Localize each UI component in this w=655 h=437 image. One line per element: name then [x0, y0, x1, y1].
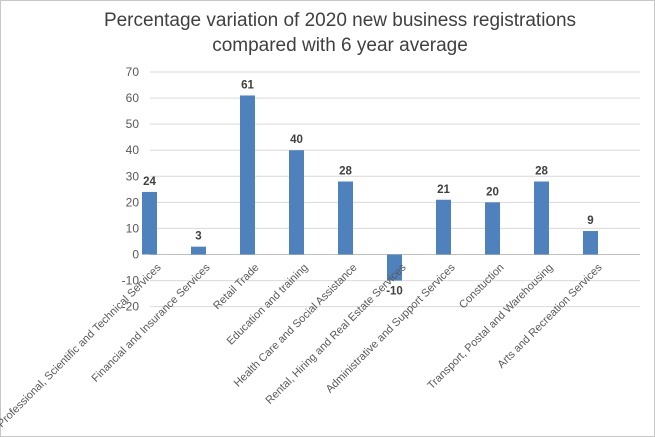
data-label: 21	[437, 184, 450, 196]
category-label: Education and training	[225, 262, 311, 348]
y-tick-label: 70	[126, 65, 140, 79]
data-label: 20	[486, 186, 499, 198]
chart-title: Percentage variation of 2020 new busines…	[60, 8, 620, 58]
y-tick-label: -10	[122, 274, 140, 288]
data-label: 28	[535, 166, 548, 178]
y-tick-label: 50	[126, 117, 140, 131]
bar	[485, 202, 500, 255]
bar	[240, 95, 255, 255]
y-tick-label: -20	[122, 300, 140, 314]
bar	[191, 246, 206, 255]
bar	[338, 181, 353, 255]
data-label: 9	[587, 215, 593, 227]
bar	[289, 150, 304, 255]
chart-title-line-1: Percentage variation of 2020 new busines…	[103, 10, 577, 31]
category-label: Retail Trade	[211, 262, 261, 312]
category-label: Professional, Scientific and Technical S…	[0, 261, 164, 430]
category-labels: Professional, Scientific and Technical S…	[0, 261, 605, 430]
data-label: 24	[143, 176, 156, 188]
bar	[142, 191, 157, 255]
y-axis-ticks: -20 -10 0 10 20 30 40 50 60 70	[122, 65, 140, 314]
bar	[387, 254, 402, 281]
data-label: 40	[290, 134, 303, 146]
category-label: Arts and Recreation Services	[495, 261, 605, 371]
y-tick-label: 20	[126, 195, 140, 209]
bar	[436, 199, 451, 255]
bars	[142, 95, 598, 281]
data-labels: 24 3 61 40 28 -10 21 20 28 9	[143, 79, 594, 297]
bar	[534, 181, 549, 255]
chart-title-line-2: compared with 6 year average	[212, 35, 468, 56]
category-label: Constuction	[457, 262, 507, 312]
y-tick-label: 60	[126, 91, 140, 105]
bar	[583, 231, 598, 255]
data-label: 61	[241, 79, 254, 91]
data-label: 28	[339, 166, 352, 178]
data-label: -10	[386, 286, 403, 298]
data-label: 3	[195, 231, 201, 243]
y-tick-label: 10	[126, 221, 140, 235]
y-tick-label: 0	[132, 248, 139, 262]
y-tick-label: 30	[126, 169, 140, 183]
y-tick-label: 40	[126, 143, 140, 157]
